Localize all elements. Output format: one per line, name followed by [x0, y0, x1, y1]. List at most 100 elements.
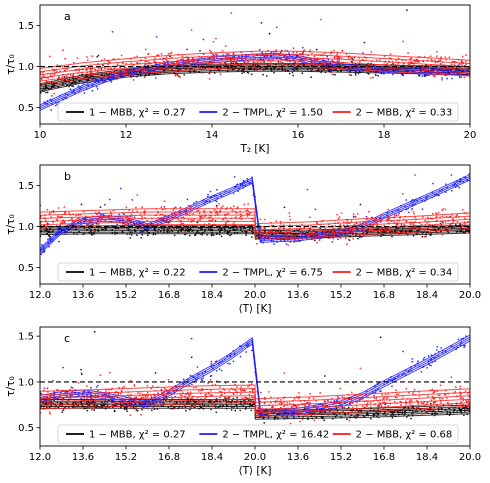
data-point: [372, 390, 375, 393]
data-point: [298, 228, 301, 231]
data-point: [46, 387, 49, 390]
data-point: [215, 369, 218, 372]
data-point: [101, 216, 104, 219]
data-point: [125, 206, 128, 209]
data-point: [248, 393, 251, 396]
data-point: [75, 214, 77, 217]
data-point: [218, 368, 221, 371]
data-point: [259, 218, 262, 221]
data-point: [444, 393, 447, 396]
data-point: [239, 70, 242, 72]
data-point: [295, 64, 297, 66]
data-point: [421, 235, 424, 238]
data-point: [51, 95, 53, 97]
data-point: [208, 72, 211, 75]
data-point: [229, 363, 231, 365]
data-point: [285, 243, 288, 245]
data-point: [436, 50, 439, 53]
data-point: [160, 52, 163, 55]
data-point: [312, 397, 315, 400]
x-tick-label: 10: [34, 130, 47, 141]
data-point: [201, 234, 204, 236]
data-point: [308, 232, 310, 235]
data-point: [97, 211, 100, 214]
data-point: [65, 395, 68, 397]
plot-area: [40, 330, 470, 425]
data-point: [98, 217, 101, 219]
data-point: [250, 409, 253, 412]
data-point: [395, 389, 397, 392]
x-tick-label: 15.2: [115, 290, 137, 301]
data-point: [77, 382, 80, 384]
data-point: [210, 408, 212, 411]
data-point: [92, 223, 94, 226]
data-point: [126, 410, 128, 413]
data-point: [105, 390, 107, 392]
data-point: [330, 400, 332, 403]
data-point: [239, 393, 242, 395]
data-point: [70, 230, 73, 233]
data-point: [465, 399, 467, 402]
data-point: [198, 67, 201, 70]
data-point: [316, 231, 319, 233]
x-axis-label: ⟨T⟩ [K]: [238, 303, 271, 315]
data-point: [350, 391, 353, 394]
data-point: [380, 213, 382, 216]
data-point: [393, 221, 396, 224]
data-point: [262, 73, 264, 76]
data-point: [208, 78, 211, 80]
data-point: [395, 59, 398, 62]
data-point: [263, 218, 266, 221]
data-point: [76, 217, 79, 220]
data-point: [130, 407, 133, 410]
y-axis-label: τ/τ₀: [5, 54, 17, 74]
data-point: [362, 52, 364, 54]
data-point: [416, 399, 418, 402]
data-point: [168, 55, 171, 58]
data-point: [135, 75, 138, 78]
data-point: [350, 220, 353, 223]
data-point: [182, 216, 185, 219]
data-point: [429, 55, 432, 58]
data-point: [444, 208, 447, 211]
data-point: [260, 62, 262, 64]
data-point: [402, 40, 404, 43]
data-point: [354, 74, 357, 76]
data-point: [125, 69, 128, 71]
data-point: [351, 229, 354, 232]
data-point: [352, 213, 355, 216]
data-point: [432, 391, 435, 394]
data-point: [102, 213, 105, 216]
data-point: [144, 395, 147, 397]
data-point: [168, 391, 171, 394]
data-point: [195, 204, 197, 207]
data-point: [129, 237, 132, 239]
data-point: [463, 414, 465, 417]
data-point: [350, 60, 353, 63]
data-point: [239, 213, 242, 215]
data-point: [256, 226, 259, 229]
data-point: [318, 237, 321, 240]
data-point: [412, 410, 415, 413]
data-point: [265, 75, 268, 77]
data-point: [293, 241, 295, 243]
data-point: [293, 404, 296, 407]
data-point: [125, 62, 127, 65]
data-point: [395, 214, 398, 217]
data-point: [46, 91, 49, 94]
data-point: [182, 222, 185, 225]
data-point: [394, 396, 397, 399]
data-point: [118, 213, 120, 216]
data-point: [232, 397, 235, 400]
data-point: [60, 215, 63, 218]
data-point: [63, 206, 66, 208]
data-point: [103, 58, 106, 60]
data-point: [116, 223, 119, 226]
data-point: [395, 393, 398, 395]
data-point: [322, 404, 324, 407]
data-point: [224, 45, 227, 47]
series-line: [40, 50, 470, 69]
data-point: [78, 76, 80, 79]
data-point: [215, 212, 217, 214]
legend-entry: 2 − TMPL, χ² = 1.50: [222, 108, 323, 119]
